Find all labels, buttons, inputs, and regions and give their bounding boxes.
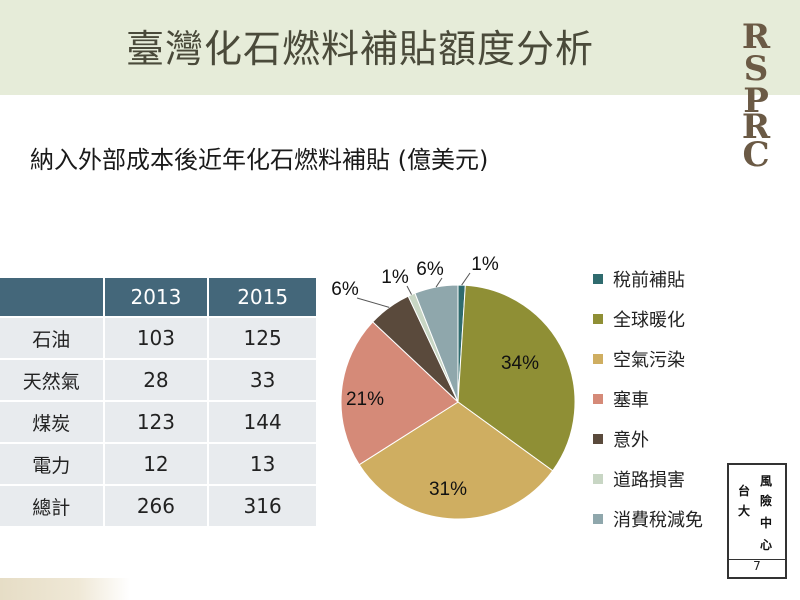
row-label: 煤炭 xyxy=(0,401,105,444)
legend-item: 稅前補貼 xyxy=(593,268,685,291)
table-row: 天然氣 28 33 xyxy=(0,359,318,402)
rsprc-logo: R S P R C xyxy=(742,17,771,168)
cell-2013: 12 xyxy=(103,443,210,486)
subtitle: 納入外部成本後近年化石燃料補貼 (億美元) xyxy=(30,146,489,174)
legend-item: 全球暖化 xyxy=(593,308,685,331)
seal-char: 大 xyxy=(738,504,751,518)
data-label: 34% xyxy=(501,353,539,374)
legend-label: 意外 xyxy=(613,430,649,451)
data-label: 1% xyxy=(471,254,499,275)
legend-label: 消費稅減免 xyxy=(613,510,703,531)
data-label: 21% xyxy=(346,389,384,410)
cell-2013: 123 xyxy=(103,401,210,444)
leader-line xyxy=(406,285,412,295)
pie-slice-1 xyxy=(457,284,576,472)
seal-char: 險 xyxy=(760,494,773,508)
subsidy-table: 2013 2015 石油 103 125 天然氣 28 33 煤炭 123 14… xyxy=(0,278,318,528)
seal-char: 風 xyxy=(760,474,773,488)
cell-2015: 316 xyxy=(208,485,318,528)
logo-letter-s: S xyxy=(744,49,769,89)
table-header-2015: 2015 xyxy=(208,278,318,318)
seal-characters: 風 險 中 心 台 大 xyxy=(732,468,782,556)
decorative-bar xyxy=(0,578,130,600)
logo-letter-c: C xyxy=(742,135,769,168)
seal-char: 台 xyxy=(738,484,751,498)
legend-item: 道路損害 xyxy=(593,468,685,491)
cell-2013: 266 xyxy=(103,485,210,528)
slide-title: 臺灣化石燃料補貼額度分析 xyxy=(125,27,594,71)
cell-2015: 33 xyxy=(208,359,318,402)
cell-2013: 103 xyxy=(103,317,210,360)
seal-char: 心 xyxy=(760,538,773,552)
legend-swatch xyxy=(593,274,603,284)
table-row: 石油 103 125 xyxy=(0,317,318,360)
cell-2015: 144 xyxy=(208,401,318,444)
leader-line xyxy=(356,297,390,308)
legend-label: 道路損害 xyxy=(613,470,685,491)
data-label: 1% xyxy=(381,267,409,288)
legend-swatch xyxy=(593,394,603,404)
pie-slice-3 xyxy=(340,321,459,466)
row-label: 石油 xyxy=(0,317,105,360)
data-label: 31% xyxy=(429,479,467,500)
leader-line xyxy=(461,272,471,286)
legend-item: 塞車 xyxy=(593,388,649,411)
legend-item: 意外 xyxy=(593,428,649,451)
data-label: 6% xyxy=(331,279,359,300)
row-label: 總計 xyxy=(0,485,105,528)
pie-chart: 1% 34% 31% 21% 6% 1% 6% xyxy=(331,254,576,520)
row-label: 電力 xyxy=(0,443,105,486)
legend-swatch xyxy=(593,474,603,484)
pie-slice-2 xyxy=(358,401,554,520)
table-row: 總計 266 316 xyxy=(0,485,318,528)
legend-label: 塞車 xyxy=(613,390,649,411)
title-banner: 臺灣化石燃料補貼額度分析 xyxy=(0,0,800,95)
cell-2015: 125 xyxy=(208,317,318,360)
legend-swatch xyxy=(593,314,603,324)
legend-item: 消費稅減免 xyxy=(593,508,703,531)
legend-item: 空氣污染 xyxy=(593,348,685,371)
logo-letter-r1: R xyxy=(742,17,771,57)
data-label: 6% xyxy=(416,259,444,280)
page-number: 7 xyxy=(753,559,761,573)
pie-slice-6 xyxy=(414,284,459,403)
table-row: 電力 12 13 xyxy=(0,443,318,486)
legend-swatch xyxy=(593,434,603,444)
table-header-row: 2013 2015 xyxy=(0,278,318,318)
legend-swatch xyxy=(593,354,603,364)
row-label: 天然氣 xyxy=(0,359,105,402)
cell-2013: 28 xyxy=(103,359,210,402)
seal-divider xyxy=(729,559,785,560)
table-header-2013: 2013 xyxy=(103,278,210,318)
leader-line xyxy=(435,277,443,288)
logo-letter-p: P xyxy=(743,81,769,121)
logo-letter-r2: R xyxy=(742,107,771,147)
legend-label: 空氣污染 xyxy=(613,350,685,371)
legend-label: 全球暖化 xyxy=(613,310,685,331)
cell-2015: 13 xyxy=(208,443,318,486)
seal-char: 中 xyxy=(760,516,773,530)
rsprc-seal: 風 險 中 心 台 大 7 xyxy=(727,463,787,579)
legend-swatch xyxy=(593,514,603,524)
table-row: 煤炭 123 144 xyxy=(0,401,318,444)
legend-label: 稅前補貼 xyxy=(613,270,685,291)
table-header-empty xyxy=(0,278,105,318)
